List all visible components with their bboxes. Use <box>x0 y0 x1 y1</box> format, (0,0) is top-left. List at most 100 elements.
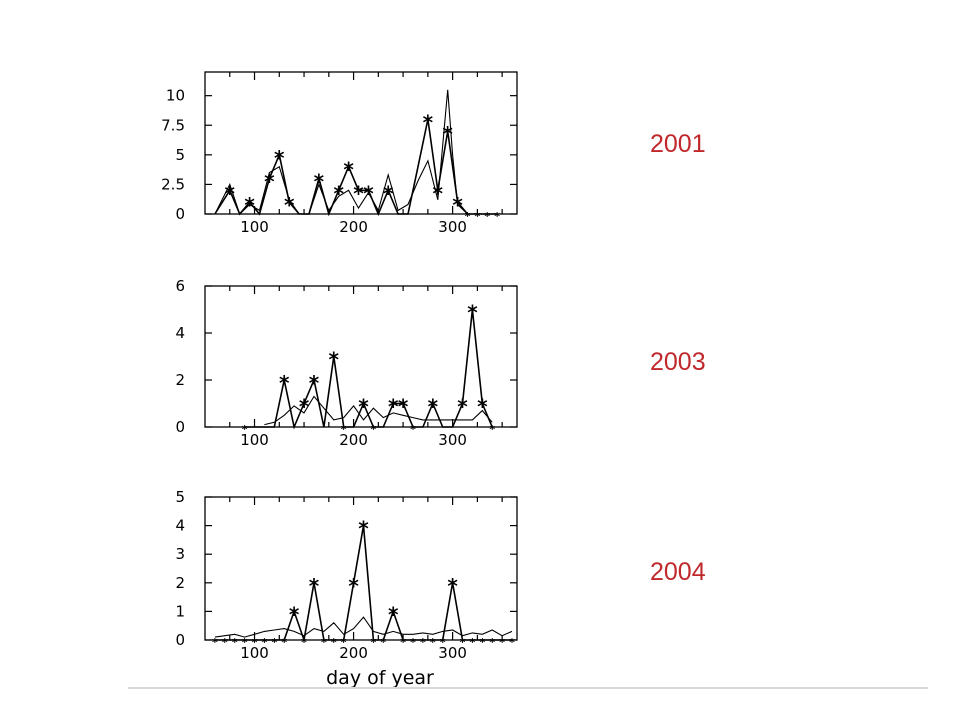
data-point-marker: * <box>479 636 485 649</box>
x-tick-label: 100 <box>240 218 269 236</box>
y-tick-label: 2 <box>175 574 185 592</box>
data-point-marker: * <box>299 395 310 419</box>
data-point-marker: * <box>301 636 307 649</box>
data-point-marker: * <box>284 193 295 217</box>
y-tick-label: 4 <box>175 517 185 535</box>
plot-frame <box>204 71 518 215</box>
data-point-marker: * <box>329 348 340 372</box>
x-tick-label: 300 <box>438 644 467 662</box>
data-point-marker: * <box>430 636 436 649</box>
data-point-marker: * <box>252 636 258 649</box>
data-point-marker: * <box>281 636 287 649</box>
data-point-marker: * <box>314 170 325 194</box>
data-point-marker: * <box>465 210 471 223</box>
data-point-marker: * <box>343 158 354 182</box>
data-point-marker: * <box>353 181 364 205</box>
data-point-marker: * <box>474 210 480 223</box>
data-point-marker: * <box>477 395 488 419</box>
series-line-star <box>214 525 512 644</box>
data-point-marker: * <box>232 636 238 649</box>
plot-frame <box>204 285 518 428</box>
data-point-marker: * <box>467 301 478 325</box>
x-tick-label: 200 <box>339 644 368 662</box>
series-line-smooth <box>264 395 493 426</box>
series-line-smooth <box>214 616 513 638</box>
data-point-marker: * <box>447 574 458 598</box>
chart-panel-3: * * * * * * * ***** * **** *** * * * *** * * * * * 100 200 30… <box>175 488 518 662</box>
data-point-marker: * <box>358 517 369 541</box>
data-point-marker: * <box>333 181 344 205</box>
x-tick-label: 200 <box>339 431 368 449</box>
x-tick-label: 200 <box>339 218 368 236</box>
data-point-marker: * <box>494 210 500 223</box>
plot-marks: ********* *** **** <box>242 301 496 437</box>
data-point-marker: * <box>279 371 290 395</box>
y-tick-label: 2.5 <box>161 175 185 193</box>
data-point-marker: * <box>383 181 394 205</box>
data-point-marker: * <box>400 636 406 649</box>
data-point-marker: * <box>225 181 236 205</box>
data-point-marker: * <box>341 423 347 436</box>
x-tick-label: 300 <box>438 218 467 236</box>
y-tick-label: 0 <box>175 418 185 436</box>
data-point-marker: * <box>242 636 248 649</box>
data-point-marker: * <box>274 146 285 170</box>
y-tick-label: 4 <box>175 324 185 342</box>
data-point-marker: * <box>341 636 347 649</box>
axis-ticks: 100 200 300 0 1 2 3 4 5 <box>175 488 517 662</box>
data-point-marker: * <box>470 636 476 649</box>
data-point-marker: * <box>410 423 416 436</box>
data-point-marker: * <box>212 636 218 649</box>
y-tick-label: 3 <box>175 545 185 563</box>
data-point-marker: * <box>222 636 228 649</box>
y-tick-label: 0 <box>175 205 185 223</box>
data-point-marker: * <box>358 395 369 419</box>
data-point-marker: * <box>370 636 376 649</box>
x-axis-label: day of year <box>326 667 434 689</box>
data-point-marker: * <box>289 602 300 626</box>
data-point-marker: * <box>428 395 439 419</box>
data-point-marker: * <box>440 636 446 649</box>
axis-ticks: 100 200 300 0 2.5 5 7.5 10 <box>161 72 517 236</box>
data-point-marker: * <box>370 423 376 436</box>
data-point-marker: * <box>331 636 337 649</box>
data-point-marker: * <box>499 636 505 649</box>
y-tick-label: 5 <box>175 146 185 164</box>
data-point-marker: * <box>388 395 399 419</box>
data-point-marker: * <box>262 636 268 649</box>
y-tick-label: 6 <box>175 277 185 295</box>
data-point-marker: * <box>423 110 434 134</box>
x-tick-label: 100 <box>240 644 269 662</box>
y-tick-label: 7.5 <box>161 116 185 134</box>
data-point-marker: * <box>420 636 426 649</box>
data-point-marker: * <box>457 395 468 419</box>
y-tick-label: 0 <box>175 631 185 649</box>
plot-frame <box>204 496 518 641</box>
data-point-marker: * <box>388 602 399 626</box>
year-label-2001: 2001 <box>650 130 706 158</box>
chart-panel-1: * ***** *** * ***** * * * * 100 200 300 0 2.5 5 7.5 10 <box>161 71 518 236</box>
data-point-marker: * <box>489 636 495 649</box>
data-point-marker: * <box>309 574 320 598</box>
data-point-marker: * <box>460 636 466 649</box>
year-label-2004: 2004 <box>650 558 706 586</box>
data-point-marker: * <box>309 371 320 395</box>
series-line-star <box>214 119 498 217</box>
year-label-2003: 2003 <box>650 348 706 376</box>
data-point-marker: * <box>242 423 248 436</box>
data-point-marker: * <box>271 636 277 649</box>
y-tick-label: 2 <box>175 371 185 389</box>
plot-marks: * ***** *** * ***** * * * * <box>214 89 500 223</box>
y-tick-label: 5 <box>175 488 185 506</box>
data-point-marker: * <box>509 636 515 649</box>
data-point-marker: * <box>348 574 359 598</box>
data-point-marker: * <box>264 170 275 194</box>
data-point-marker: * <box>489 423 495 436</box>
data-point-marker: * <box>442 122 453 146</box>
data-point-marker: * <box>398 395 409 419</box>
series-line-smooth <box>214 89 468 215</box>
x-tick-label: 300 <box>438 431 467 449</box>
axis-ticks: 100 200 300 0 2 4 6 <box>175 277 517 449</box>
